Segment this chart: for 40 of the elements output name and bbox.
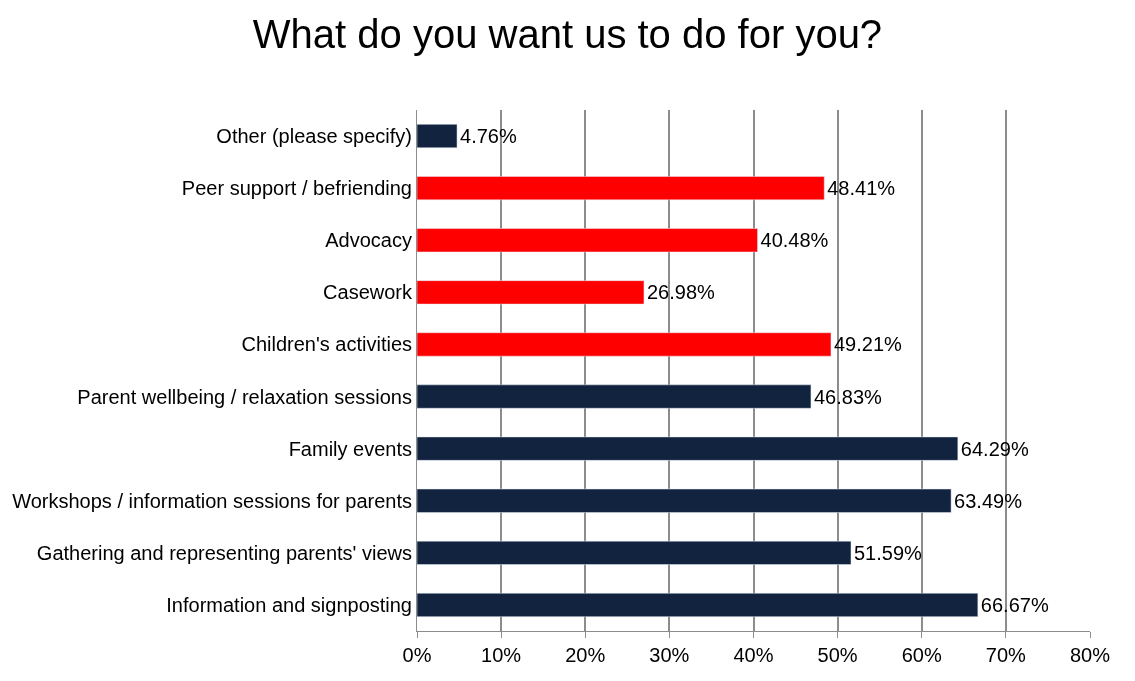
bar: [417, 592, 979, 617]
y-tick-label: Workshops / information sessions for parents: [12, 489, 412, 512]
data-label: 26.98%: [646, 281, 716, 304]
data-label: 63.49%: [954, 489, 1023, 512]
x-tick-label: 40%: [733, 644, 774, 666]
x-tick-label: 10%: [481, 644, 522, 666]
bar: [417, 332, 832, 357]
bar: [417, 488, 952, 513]
bar: [417, 280, 645, 305]
y-tick-label: Advocacy: [325, 229, 412, 252]
bar: [417, 384, 812, 409]
x-tick-label: 50%: [817, 644, 858, 666]
y-tick-label: Peer support / befriending: [181, 177, 412, 200]
y-tick-label: Other (please specify): [216, 125, 412, 148]
bar: [417, 436, 959, 461]
data-label: 66.67%: [980, 593, 1049, 616]
y-tick-label: Gathering and representing parents' views: [36, 541, 412, 564]
bar: [417, 228, 758, 253]
data-label: 51.59%: [854, 541, 923, 564]
x-tick-label: 30%: [649, 644, 690, 666]
y-tick-label: Information and signposting: [166, 593, 412, 616]
x-tick-label: 70%: [985, 644, 1027, 666]
x-tick-label: 80%: [1069, 644, 1111, 666]
data-label: 64.29%: [960, 437, 1029, 460]
x-tick-label: 20%: [565, 644, 606, 666]
data-label: 46.83%: [813, 385, 883, 408]
chart-title: What do you want us to do for you?: [252, 12, 883, 57]
data-label: 48.41%: [827, 177, 896, 200]
y-tick-label: Parent wellbeing / relaxation sessions: [77, 385, 412, 408]
bar: [417, 540, 852, 565]
bar: [417, 176, 825, 201]
bar: [417, 124, 458, 149]
x-tick-label: 0%: [402, 644, 432, 666]
data-label: 49.21%: [833, 333, 903, 356]
x-tick-label: 60%: [901, 644, 942, 666]
data-label: 40.48%: [760, 229, 829, 252]
data-label: 4.76%: [460, 125, 517, 148]
y-tick-label: Children's activities: [241, 333, 412, 356]
y-tick-label: Casework: [323, 281, 413, 304]
y-tick-label: Family events: [288, 437, 412, 460]
